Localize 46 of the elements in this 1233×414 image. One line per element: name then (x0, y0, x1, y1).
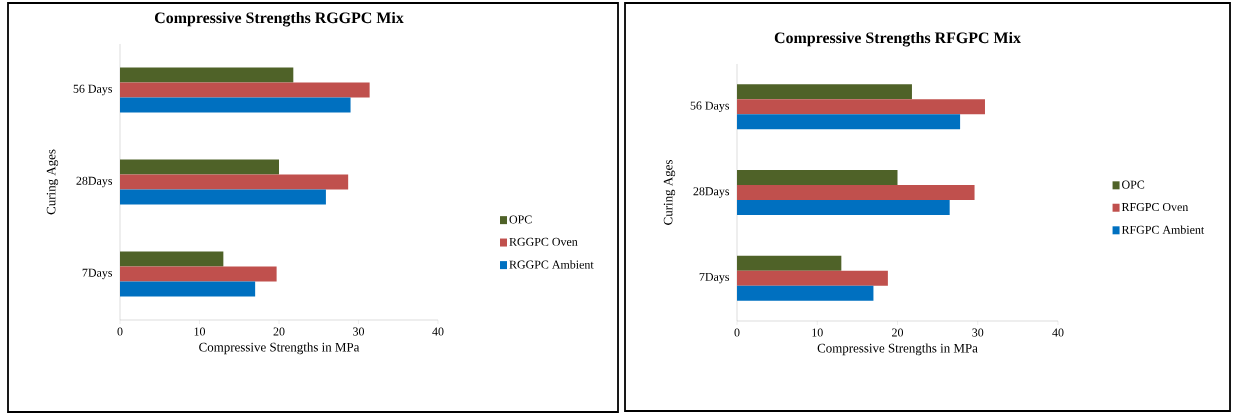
bar (120, 251, 224, 267)
bar (737, 170, 898, 185)
bar (120, 281, 256, 297)
chart-title: Compressive Strengths RFGPC Mix (774, 31, 1021, 47)
x-tick-label: 40 (1052, 328, 1064, 337)
legend-label: RGGPC Oven (509, 237, 578, 246)
legend-label: RFGPC Ambient (1121, 225, 1205, 234)
legend-label: RGGPC Ambient (509, 260, 594, 269)
bar (737, 84, 912, 100)
bar (120, 67, 294, 83)
y-axis-title: Curing Ages (663, 160, 676, 225)
bar (737, 200, 950, 215)
bar (737, 285, 874, 301)
x-tick-label: 10 (194, 327, 206, 336)
x-axis-title: Compressive Strengths in MPa (817, 343, 978, 356)
bar (737, 255, 842, 271)
y-axis-title: Curing Ages (46, 149, 59, 215)
x-tick-label: 0 (117, 327, 123, 336)
chart-title: Compressive Strengths RGGPC Mix (155, 11, 404, 27)
bar (737, 270, 888, 286)
y-tick-label: 28Days (76, 176, 113, 188)
y-tick-label: 56 Days (690, 101, 730, 113)
y-tick-label: 56 Days (73, 84, 113, 96)
legend-label: OPC (509, 215, 532, 224)
x-tick-label: 10 (812, 328, 823, 337)
bar (120, 97, 351, 113)
x-tick-label: 40 (432, 327, 444, 336)
legend-label: OPC (1122, 180, 1145, 189)
bar (120, 266, 277, 282)
legend-label: RFGPC Oven (1121, 203, 1189, 212)
x-axis-title: Compressive Strengths in MPa (199, 342, 360, 355)
x-tick-label: 20 (892, 328, 904, 337)
y-tick-label: 7Days (82, 268, 113, 280)
x-tick-label: 30 (972, 328, 984, 337)
x-tick-label: 20 (273, 327, 285, 336)
bar (120, 82, 370, 98)
bar (737, 114, 961, 130)
bar (120, 174, 349, 190)
y-tick-label: 7Days (699, 272, 730, 284)
x-tick-label: 0 (734, 328, 740, 337)
y-tick-label: 28Days (693, 187, 730, 198)
bar (120, 159, 279, 175)
x-tick-label: 30 (353, 327, 365, 336)
bar (120, 189, 326, 205)
bar (737, 185, 975, 200)
bar (737, 99, 985, 115)
